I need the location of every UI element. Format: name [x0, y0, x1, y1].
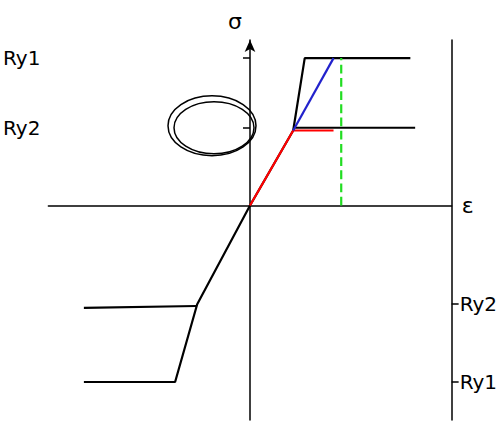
svg-text:Ry1: Ry1 [460, 370, 497, 394]
svg-text:Ry1: Ry1 [3, 46, 40, 70]
svg-text:σ: σ [228, 9, 242, 34]
svg-text:Ry2: Ry2 [460, 292, 497, 316]
svg-text:Ry2: Ry2 [3, 116, 40, 140]
svg-text:ε: ε [462, 193, 474, 218]
